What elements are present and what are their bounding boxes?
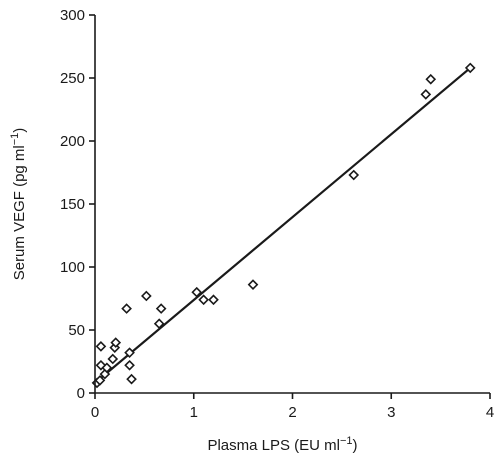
data-point [124,359,135,371]
data-point [155,303,167,314]
x-tick-label: 1 [190,404,198,421]
data-point [191,286,203,298]
x-axis-title-main: Plasma LPS (EU ml [207,437,340,454]
data-point [420,89,432,100]
data-point [464,62,476,74]
x-axis-title: Plasma LPS (EU ml−1) [207,435,357,454]
data-point [121,303,132,314]
data-point [110,337,122,348]
y-tick-label: 150 [60,196,85,213]
y-axis-title: Serum VEGF (pg ml−1) [9,128,28,281]
y-tick-label: 250 [60,70,85,87]
data-point [124,347,135,359]
y-tick-label: 200 [60,133,85,150]
data-point [141,290,152,302]
y-tick-label: 50 [68,322,85,339]
data-point [94,375,106,386]
data-point [208,294,219,306]
y-axis-title-main: Serum VEGF (pg ml [11,145,28,280]
plot-area [91,62,476,389]
x-axis-title-close: ) [353,437,358,454]
y-tick-label: 100 [60,259,85,276]
y-axis-title-close: ) [11,128,28,133]
x-tick-label: 3 [387,404,395,421]
x-tick-label: 0 [91,404,99,421]
regression-line [94,67,471,384]
x-tick-label: 2 [288,404,296,421]
axis-ticks: 0 50 100 150 200 250 300 0 1 2 3 4 [60,7,494,421]
data-point [425,73,437,85]
data-point [101,362,113,374]
x-tick-label: 4 [486,404,494,421]
data-point [198,294,209,306]
y-tick-label: 0 [77,385,85,402]
data-point [95,341,107,352]
data-point [247,279,259,290]
data-point [107,353,119,365]
data-point [126,373,137,385]
y-axis-title-superscript: −1 [9,133,21,146]
data-point [153,318,165,330]
data-point [348,169,360,181]
y-tick-label: 300 [60,7,85,24]
x-axis-title-superscript: −1 [340,435,353,447]
